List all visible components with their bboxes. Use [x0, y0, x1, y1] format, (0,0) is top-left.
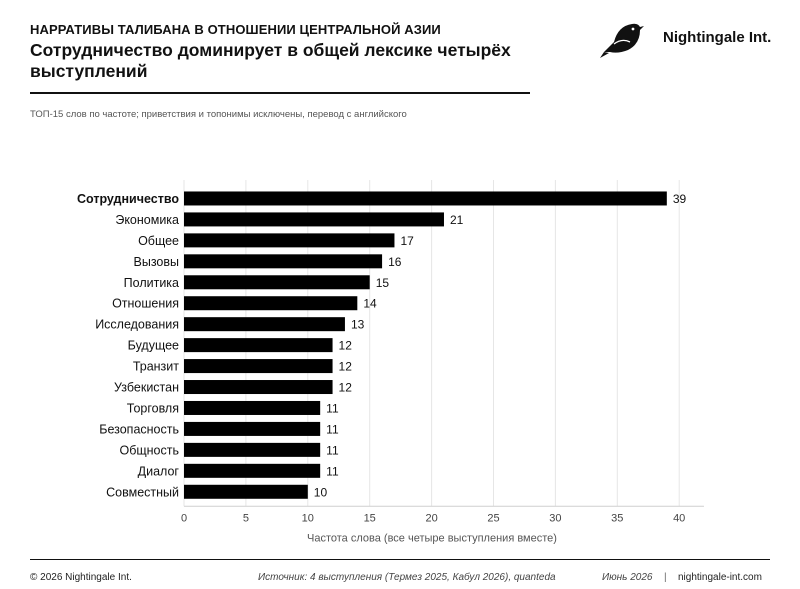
category-label: Вызовы — [134, 255, 180, 269]
bar — [184, 254, 383, 269]
category-label: Будущее — [128, 339, 179, 353]
bar — [184, 296, 358, 311]
brand-name: Nightingale Int. — [663, 29, 772, 46]
bar — [184, 191, 667, 206]
category-label: Торговля — [127, 401, 179, 415]
footer-date: Июнь 2026 — [602, 572, 653, 583]
x-tick-label: 15 — [364, 512, 376, 524]
x-tick-label: 25 — [487, 512, 499, 524]
bar — [184, 317, 345, 332]
x-axis-label: Частота слова (все четыре выступления вм… — [307, 532, 557, 544]
x-tick-label: 40 — [673, 512, 685, 524]
bar — [184, 275, 370, 290]
value-label: 12 — [339, 339, 353, 353]
value-label: 14 — [363, 297, 377, 311]
category-label: Диалог — [138, 464, 180, 478]
category-label: Общность — [119, 443, 179, 457]
bar-chart: 0 5 10 15 20 25 30 35 40 Сотрудничество 39 Экономик… — [77, 180, 704, 544]
category-label: Безопасность — [99, 422, 179, 436]
category-label: Исследования — [95, 318, 179, 332]
footer-source: Источник: 4 выступления (Термез 2025, Ка… — [258, 572, 556, 583]
category-label: Сотрудничество — [77, 192, 179, 206]
category-label: Транзит — [133, 360, 179, 374]
value-label: 12 — [339, 360, 353, 374]
x-tick-label: 10 — [302, 512, 314, 524]
value-label: 15 — [376, 276, 390, 290]
x-tick-label: 20 — [425, 512, 437, 524]
x-tick-label: 35 — [611, 512, 623, 524]
value-label: 11 — [326, 443, 339, 457]
chart-subtitle: ТОП-15 слов по частоте; приветствия и то… — [30, 109, 407, 120]
bar — [184, 442, 321, 457]
value-label: 11 — [326, 422, 339, 436]
category-label: Экономика — [115, 213, 179, 227]
value-label: 12 — [339, 381, 353, 395]
bar — [184, 400, 321, 415]
category-label: Совместный — [106, 485, 179, 499]
category-label: Политика — [124, 276, 179, 290]
value-label: 39 — [673, 192, 687, 206]
bar — [184, 359, 333, 374]
value-label: 11 — [326, 401, 339, 415]
value-label: 17 — [400, 234, 414, 248]
value-label: 16 — [388, 255, 402, 269]
value-label: 10 — [314, 485, 328, 499]
bar — [184, 421, 321, 436]
footer-site-link[interactable]: nightingale-int.com — [678, 572, 762, 583]
x-tick-label: 30 — [549, 512, 561, 524]
footer-copyright: © 2026 Nightingale Int. — [30, 572, 132, 583]
title-divider — [30, 92, 530, 94]
chart-title: Сотрудничество доминирует в общей лексик… — [30, 40, 511, 81]
bar — [184, 463, 321, 478]
value-label: 11 — [326, 464, 339, 478]
category-label: Узбекистан — [114, 381, 179, 395]
chart-kicker: НАРРАТИВЫ ТАЛИБАНА В ОТНОШЕНИИ ЦЕНТРАЛЬН… — [30, 22, 441, 37]
category-label: Общее — [138, 234, 179, 248]
bar — [184, 338, 333, 353]
category-label: Отношения — [112, 297, 179, 311]
value-label: 13 — [351, 318, 365, 332]
bar — [184, 380, 333, 395]
footer-separator: | — [664, 572, 667, 583]
value-label: 21 — [450, 213, 464, 227]
bar — [184, 212, 444, 227]
nightingale-bird-icon — [600, 23, 644, 58]
x-tick-label: 5 — [243, 512, 249, 524]
footer-divider — [30, 559, 770, 560]
bar — [184, 484, 308, 499]
x-tick-label: 0 — [181, 512, 187, 524]
bar — [184, 233, 395, 248]
